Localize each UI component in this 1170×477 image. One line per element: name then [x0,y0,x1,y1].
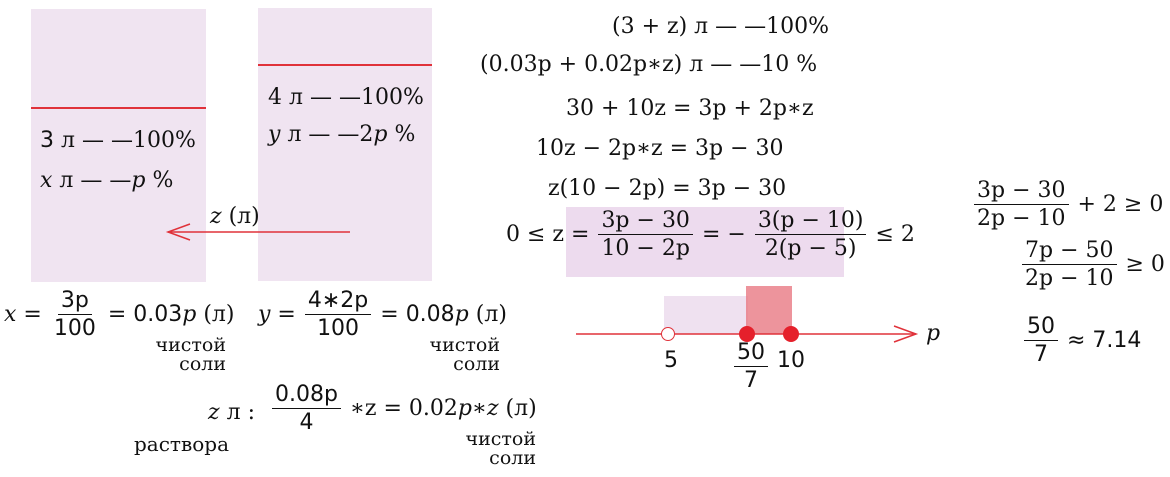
beaker-left-level [31,107,206,109]
side-work-3: 50 7 ≈ 7.14 [1022,316,1141,366]
number-line-label-5: 5 [664,348,678,373]
formula-z-lhs: z л : [208,400,255,425]
number-line-point-5 [661,327,675,341]
formula-z-fraction: 0.08p 4 [272,384,341,434]
side-work-1: 3p − 30 2p − 10 + 2 ≥ 0 [972,180,1163,230]
derivation-eq1: 30 + 10z = 3p + 2p∗z [566,96,814,121]
proportion-line2: (0.03p + 0.02p∗z) л — —10 % [480,52,818,77]
inequality-fraction-2: 3(p − 10) 2(p − 5) [754,210,867,260]
formula-x: x = 3p 100 = 0.03p (л) [4,288,235,341]
proportion-line1: (3 + z) л — —100% [612,14,830,39]
side-work-3-fraction: 50 7 [1024,316,1058,366]
number-line-axis-var: p [926,321,941,346]
number-line-point-10 [783,326,799,342]
derivation-eq2: 10z − 2p∗z = 3p − 30 [536,136,784,161]
beaker-left-line1: 3 л — —100% [40,128,196,153]
formula-y-note: чистой соли [429,334,500,375]
pour-label: z (л) [210,204,260,229]
interval-shade-solution [746,286,792,334]
beaker-left [31,9,206,282]
inequality-fraction-1: 3p − 30 10 − 2p [598,210,693,260]
beaker-right-line1: 4 л — —100% [268,85,424,110]
derivation-inequality: 0 ≤ z = 3p − 30 10 − 2p = − 3(p − 10) 2(p … [506,208,915,261]
derivation-eq3: z(10 − 2p) = 3p − 30 [548,176,787,201]
formula-y-fraction: 4∗2p 100 [304,290,372,340]
beaker-right-level [258,64,432,66]
formula-x-note: чистой соли [155,334,226,375]
side-work-1-fraction: 3p − 30 2p − 10 [974,180,1069,230]
pour-arrow [165,223,350,241]
side-work-2-fraction: 7p − 50 2p − 10 [1022,240,1117,290]
beaker-left-line2: x л — —p % [40,168,174,193]
number-line-label-50-7: 50 7 [732,342,770,392]
formula-z-note: чистой соли [465,428,536,469]
number-line-label-10: 10 [777,348,805,373]
inequality-highlight [566,207,844,277]
number-line-point-50-7 [739,326,755,342]
formula-z-label: раствора [134,432,230,456]
beaker-right-line2: y л — —2p % [268,122,416,147]
beaker-right [258,8,432,281]
formula-y: y = 4∗2p 100 = 0.08p (л) [258,288,507,341]
formula-z: 0.08p 4 ∗z = 0.02p∗z (л) [270,384,537,434]
interval-shade-light [664,296,748,334]
side-work-2: 7p − 50 2p − 10 ≥ 0 [1020,240,1165,290]
formula-x-fraction: 3p 100 [53,288,96,341]
